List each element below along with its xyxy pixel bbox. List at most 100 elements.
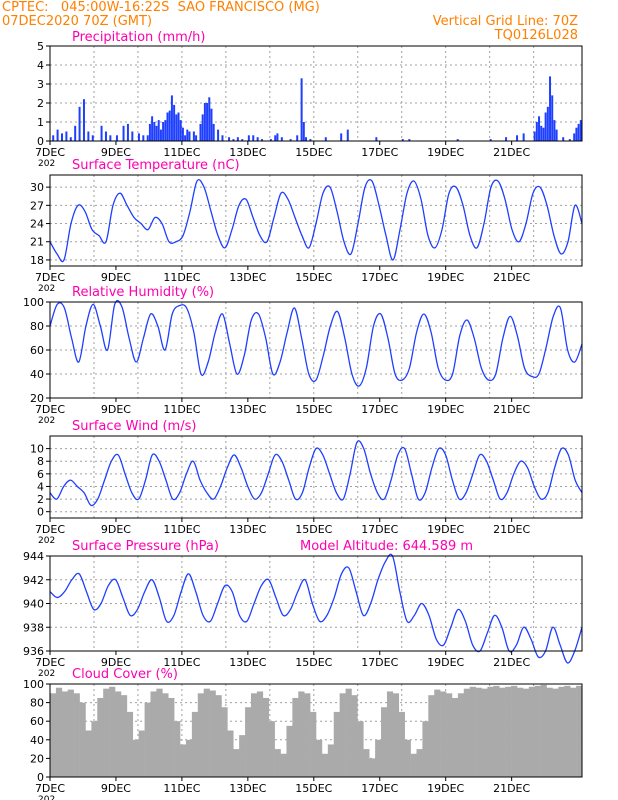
x-tick-label: 9DEC (101, 656, 131, 669)
x-tick-label: 15DEC (295, 271, 332, 284)
precip-bar (296, 135, 299, 141)
precip-bar (91, 135, 94, 141)
precip-bar (247, 135, 250, 141)
precip-bar (401, 139, 404, 141)
precip-bar (164, 120, 167, 141)
precip-bar (179, 120, 182, 141)
precip-bar (540, 125, 543, 141)
x-tick-label: 11DEC (163, 403, 200, 416)
precip-bar (309, 139, 312, 141)
precip-bar (203, 103, 206, 141)
x-tick-label: 7DEC (35, 403, 65, 416)
precip-bar (538, 116, 541, 141)
cloud-bar (280, 753, 287, 777)
panel-title: Surface Wind (m/s) (72, 419, 196, 434)
cloud-bar (256, 691, 264, 777)
precip-bar (408, 139, 411, 141)
plot-frame (49, 683, 583, 778)
panel-3: Relative Humidity (%) 20 40 60 80 100 7DEC 9DEC… (23, 285, 583, 426)
cloud-bar (191, 711, 199, 777)
cloud-bar (91, 721, 98, 777)
precip-bar (109, 135, 112, 141)
y-tick-label: 60 (30, 344, 44, 357)
cloud-bar (239, 735, 246, 777)
cloud-bar (505, 686, 512, 777)
y-tick-label: 100 (23, 678, 44, 691)
x-tick-label: 11DEC (163, 146, 200, 159)
precip-bar (199, 123, 202, 141)
cloud-bar (215, 695, 222, 777)
precip-bar (274, 135, 277, 141)
precip-bar (553, 120, 556, 141)
precip-bar (115, 135, 118, 141)
y-tick-label: 80 (30, 697, 44, 710)
y-tick-label: 21 (30, 236, 44, 249)
precip-bar (192, 131, 195, 141)
cloud-bar (381, 707, 388, 777)
x-tick-label: 19DEC (427, 656, 464, 669)
cloud-bar (245, 707, 252, 777)
cloud-bar (564, 685, 571, 777)
cloud-bar (310, 711, 317, 777)
precip-bar (212, 123, 215, 141)
precip-bar (549, 76, 552, 141)
cloud-bar (333, 711, 340, 777)
precip-bar (181, 127, 184, 141)
panel-title: Surface Temperature (nC) (72, 158, 240, 173)
plot-frame (49, 555, 583, 652)
x-tick-year-fragment: 202 (38, 416, 55, 426)
header-model-code: TQ0126L028 (494, 28, 578, 43)
x-tick-year-fragment: 202 (38, 284, 55, 294)
cloud-bar (180, 744, 187, 777)
x-tick-label: 17DEC (361, 146, 398, 159)
precip-bar (289, 139, 292, 141)
precip-bar (276, 133, 279, 141)
precip-bar (74, 125, 77, 141)
x-tick-label: 19DEC (427, 782, 464, 795)
cloud-bar (528, 686, 536, 777)
cloud-bar (85, 730, 92, 777)
cloud-bar (262, 697, 270, 777)
x-tick-label: 9DEC (101, 782, 131, 795)
precip-bar (280, 137, 283, 141)
y-tick-label: 4 (37, 59, 44, 72)
cloud-bar (150, 691, 157, 777)
precip-bar (217, 129, 220, 141)
panel-title: Surface Pressure (hPa) (72, 539, 219, 554)
cloud-bar (298, 691, 305, 777)
x-tick-label: 21DEC (493, 656, 530, 669)
cloud-bar (422, 721, 429, 777)
plot-frame (49, 174, 583, 267)
x-tick-label: 17DEC (361, 782, 398, 795)
precip-bar (157, 120, 160, 141)
precip-bar (346, 129, 349, 141)
precip-bar (533, 131, 536, 141)
precip-bar (170, 95, 173, 141)
precip-bar (542, 127, 545, 141)
precip-bar (153, 122, 156, 141)
x-tick-label: 15DEC (295, 403, 332, 416)
x-tick-label: 21DEC (493, 146, 530, 159)
series-line (49, 178, 583, 263)
cloud-bar (546, 687, 553, 777)
precip-bar (544, 112, 547, 141)
y-tick-label: 60 (30, 715, 44, 728)
cloud-bar (233, 749, 240, 777)
precip-bar (131, 131, 134, 141)
x-tick-label: 19DEC (427, 146, 464, 159)
precip-bar (166, 112, 169, 141)
x-tick-label: 13DEC (229, 523, 266, 536)
cloud-bar (375, 739, 382, 777)
precip-bar (456, 139, 459, 141)
x-tick-label: 11DEC (163, 656, 200, 669)
y-tick-label: 6 (37, 468, 44, 481)
y-tick-label: 40 (30, 368, 44, 381)
cloud-bar (126, 711, 134, 777)
y-tick-label: 0 (37, 771, 44, 784)
y-tick-label: 100 (23, 296, 44, 309)
panel-title: Relative Humidity (%) (72, 285, 214, 300)
precip-bar (195, 135, 198, 141)
x-tick-label: 9DEC (101, 271, 131, 284)
cloud-bar (250, 693, 258, 777)
